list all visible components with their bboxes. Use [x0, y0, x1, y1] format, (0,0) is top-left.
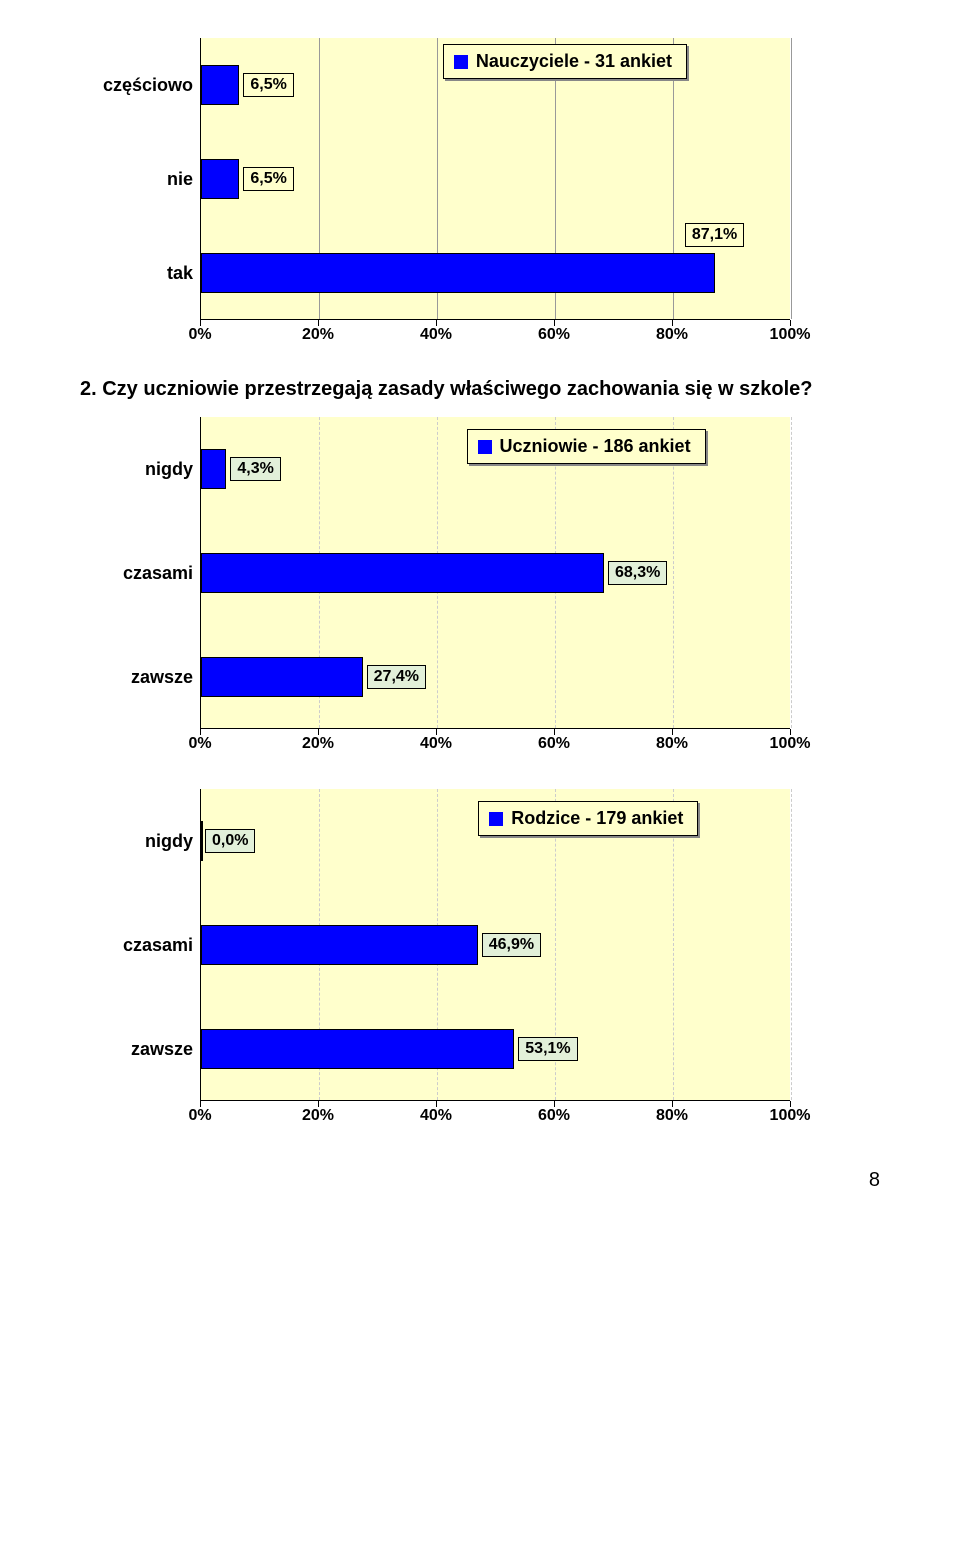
- x-tick-label: 100%: [770, 326, 811, 344]
- value-label: 27,4%: [367, 665, 426, 689]
- page-number: 8: [80, 1169, 880, 1192]
- value-label: 46,9%: [482, 933, 541, 957]
- x-tick-label: 0%: [188, 1107, 211, 1125]
- plot-area: Uczniowie - 186 ankietnigdy4,3%czasami68…: [200, 417, 790, 729]
- x-tick-label: 80%: [656, 1107, 688, 1125]
- bar-row: zawsze53,1%: [201, 997, 790, 1101]
- x-tick-label: 20%: [302, 1107, 334, 1125]
- category-label: nigdy: [145, 459, 201, 480]
- bar-chart: Nauczyciele - 31 ankietczęściowo6,5%nie6…: [80, 38, 880, 348]
- value-label: 0,0%: [205, 829, 255, 853]
- legend-label: Uczniowie - 186 ankiet: [500, 436, 691, 457]
- plot-area: Rodzice - 179 ankietnigdy0,0%czasami46,9…: [200, 789, 790, 1101]
- x-tick-label: 60%: [538, 735, 570, 753]
- x-axis: 0%20%40%60%80%100%: [200, 1101, 790, 1129]
- legend-swatch: [489, 812, 503, 826]
- grid-line: [791, 789, 792, 1100]
- bar-row: tak87,1%: [201, 226, 790, 320]
- value-label: 4,3%: [230, 457, 280, 481]
- bar-row: nie6,5%: [201, 132, 790, 226]
- category-label: tak: [167, 263, 201, 284]
- x-tick-label: 60%: [538, 1107, 570, 1125]
- bar-chart: Uczniowie - 186 ankietnigdy4,3%czasami68…: [80, 417, 880, 757]
- category-label: czasami: [123, 563, 201, 584]
- x-tick-label: 80%: [656, 735, 688, 753]
- x-axis: 0%20%40%60%80%100%: [200, 729, 790, 757]
- bar-row: czasami68,3%: [201, 521, 790, 625]
- category-label: zawsze: [131, 1039, 201, 1060]
- legend-swatch: [454, 55, 468, 69]
- category-label: nigdy: [145, 831, 201, 852]
- bar: [201, 821, 203, 861]
- value-label: 68,3%: [608, 561, 667, 585]
- grid-line: [791, 38, 792, 319]
- value-label: 6,5%: [243, 167, 293, 191]
- bar: [201, 1029, 514, 1069]
- x-tick-label: 0%: [188, 735, 211, 753]
- x-tick-label: 60%: [538, 326, 570, 344]
- x-tick-label: 100%: [770, 735, 811, 753]
- legend-swatch: [478, 440, 492, 454]
- category-label: nie: [167, 169, 201, 190]
- value-label: 6,5%: [243, 73, 293, 97]
- question-text: 2. Czy uczniowie przestrzegają zasady wł…: [80, 376, 880, 403]
- bar: [201, 657, 363, 697]
- value-label: 87,1%: [685, 223, 744, 247]
- x-tick-label: 80%: [656, 326, 688, 344]
- legend-label: Nauczyciele - 31 ankiet: [476, 51, 672, 72]
- x-tick-label: 40%: [420, 1107, 452, 1125]
- x-tick-label: 20%: [302, 326, 334, 344]
- bar-row: czasami46,9%: [201, 893, 790, 997]
- chart-legend: Uczniowie - 186 ankiet: [467, 429, 706, 464]
- bar: [201, 253, 715, 293]
- x-tick-label: 0%: [188, 326, 211, 344]
- x-tick-label: 40%: [420, 735, 452, 753]
- legend-label: Rodzice - 179 ankiet: [511, 808, 683, 829]
- bar: [201, 159, 239, 199]
- chart-legend: Nauczyciele - 31 ankiet: [443, 44, 687, 79]
- x-tick-label: 40%: [420, 326, 452, 344]
- chart-legend: Rodzice - 179 ankiet: [478, 801, 698, 836]
- plot-area: Nauczyciele - 31 ankietczęściowo6,5%nie6…: [200, 38, 790, 320]
- bar-chart: Rodzice - 179 ankietnigdy0,0%czasami46,9…: [80, 789, 880, 1129]
- value-label: 53,1%: [518, 1037, 577, 1061]
- bar: [201, 925, 478, 965]
- grid-line: [791, 417, 792, 728]
- bar-row: zawsze27,4%: [201, 625, 790, 729]
- x-axis: 0%20%40%60%80%100%: [200, 320, 790, 348]
- x-tick-label: 20%: [302, 735, 334, 753]
- category-label: częściowo: [103, 75, 201, 96]
- bar: [201, 553, 604, 593]
- category-label: zawsze: [131, 667, 201, 688]
- bar: [201, 449, 226, 489]
- x-tick-label: 100%: [770, 1107, 811, 1125]
- category-label: czasami: [123, 935, 201, 956]
- bar: [201, 65, 239, 105]
